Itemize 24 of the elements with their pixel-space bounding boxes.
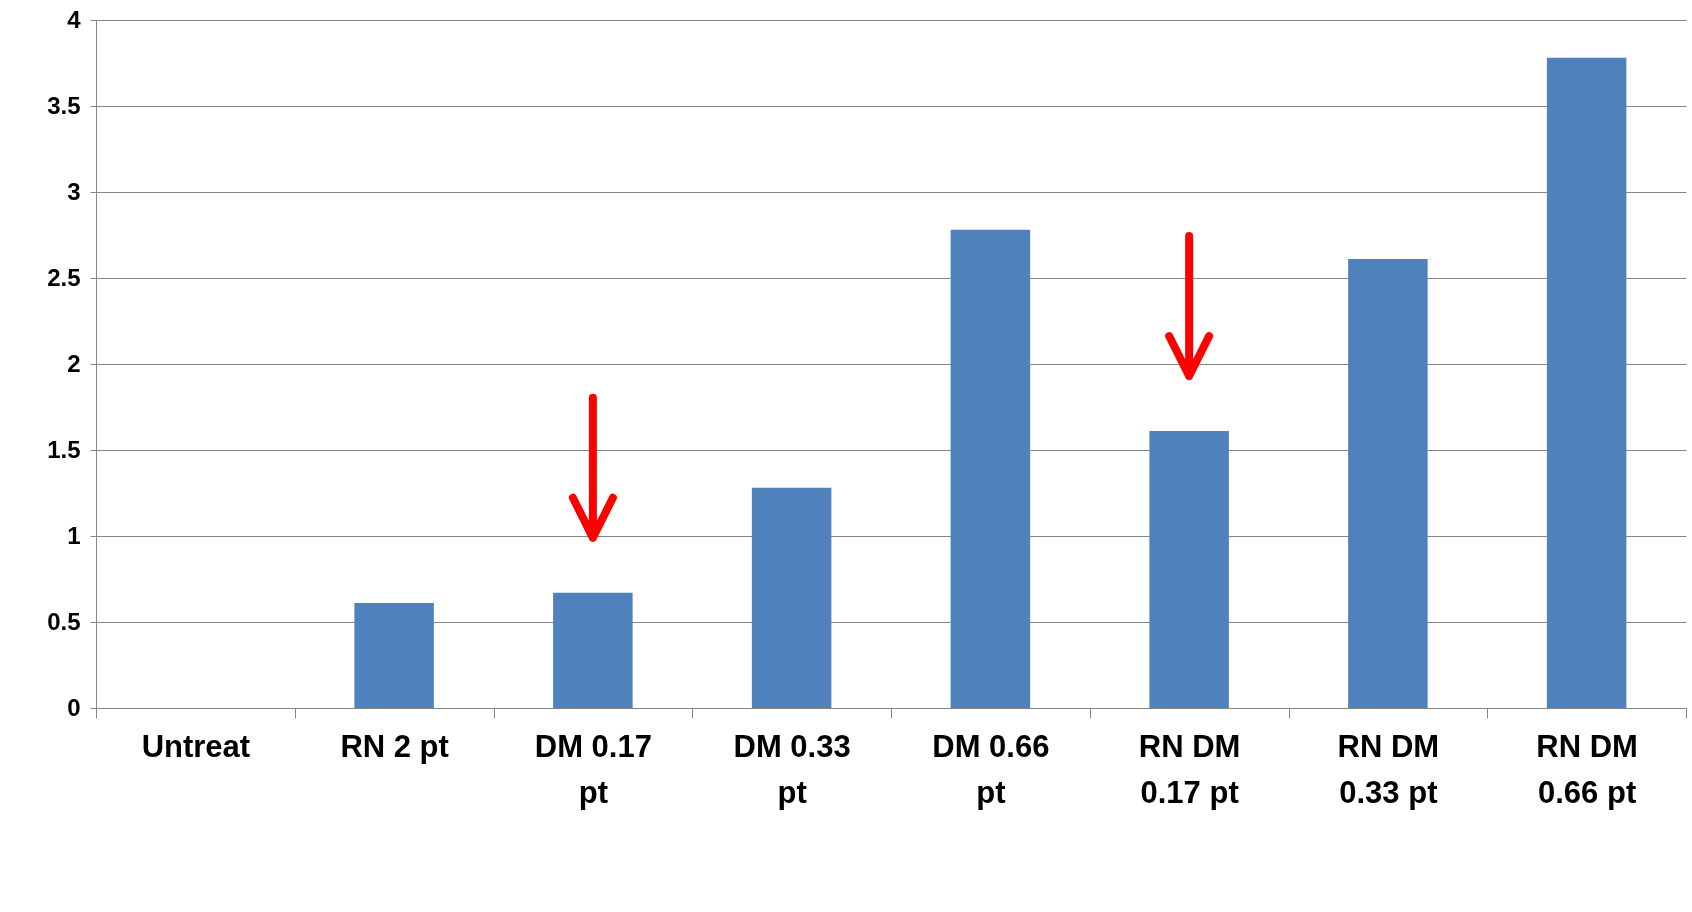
x-tick-label: DM 0.33 pt (733, 728, 851, 810)
bar (950, 229, 1031, 708)
y-tick-label: 0.5 (47, 607, 81, 635)
y-tick-label: 4 (67, 5, 82, 33)
bar (1546, 57, 1627, 708)
x-tick-label: RN 2 pt (340, 728, 449, 764)
bar (553, 592, 633, 708)
y-tick-label: 3.5 (47, 91, 81, 119)
x-tick-label: RN DM 0.33 pt (1337, 728, 1440, 810)
bar (1149, 431, 1229, 708)
y-tick-label: 3 (67, 177, 81, 205)
bar (1348, 259, 1428, 708)
x-tick-label: RN DM 0.66 pt (1536, 728, 1638, 810)
y-tick-label: 2 (67, 349, 81, 377)
x-tick-label: DM 0.66 pt (932, 728, 1050, 810)
y-tick-label: 0 (67, 693, 81, 721)
x-tick-label: DM 0.17 pt (534, 728, 652, 810)
y-tick-label: 1.5 (47, 435, 81, 463)
x-tick-label: Untreat (141, 728, 251, 764)
y-tick-label: 1 (67, 521, 81, 549)
bar (751, 487, 832, 708)
bar (354, 603, 434, 708)
y-tick-label: 2.5 (47, 263, 81, 291)
x-tick-label: RN DM 0.17 pt (1138, 728, 1241, 810)
